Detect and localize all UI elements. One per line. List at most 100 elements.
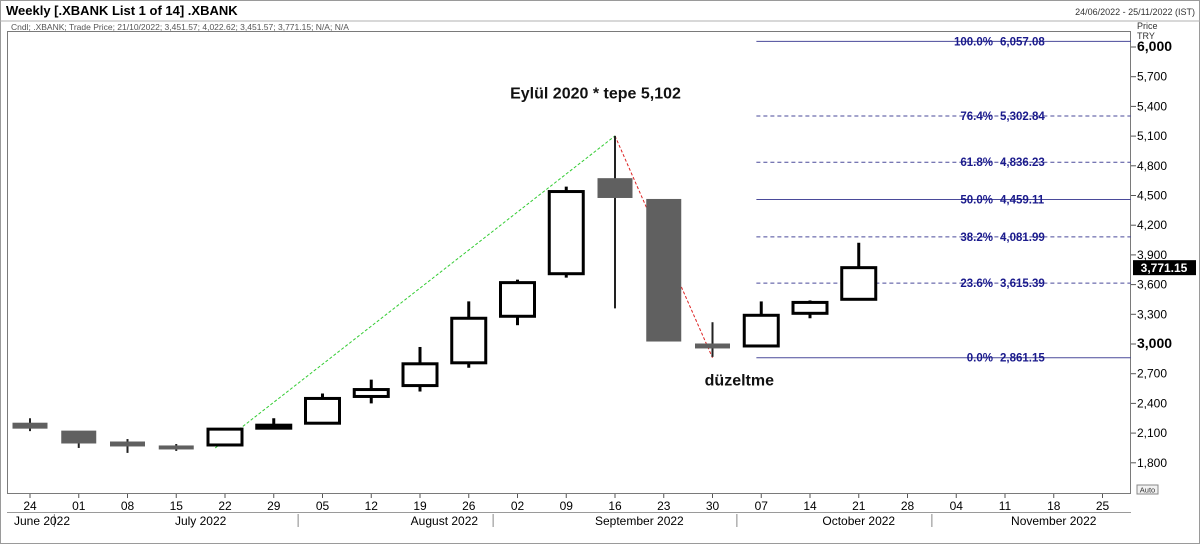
fib-percent: 100.0% (954, 36, 993, 48)
candle (61, 430, 97, 448)
candle-body (646, 198, 682, 342)
fib-percent: 0.0% (967, 353, 993, 365)
x-tick-label: 05 (316, 499, 330, 513)
candle (110, 439, 145, 453)
fib-value: 4,836.23 (1000, 157, 1045, 169)
candle (255, 418, 293, 430)
date-range: 24/06/2022 - 25/11/2022 (IST) (1075, 7, 1195, 17)
candle-body (695, 343, 730, 349)
candle (646, 198, 682, 342)
y-tick-label: 3,600 (1137, 278, 1167, 292)
x-tick-label: 15 (170, 499, 184, 513)
candle-body (110, 441, 145, 447)
candle (401, 346, 439, 392)
y-tick-label: 4,200 (1137, 218, 1167, 232)
candle-body (158, 445, 194, 450)
fib-percent: 23.6% (960, 278, 993, 290)
candle (597, 135, 633, 309)
y-tick-label: 2,100 (1137, 426, 1167, 440)
x-tick-label: 02 (511, 499, 525, 513)
candle-body (791, 300, 829, 315)
info-line: Cndl; .XBANK; Trade Price; 21/10/2022; 3… (11, 22, 349, 32)
fib-value: 6,057.08 (1000, 36, 1045, 48)
last-price-tag: 3,771.15 (1133, 260, 1196, 276)
y-axis-title: Price (1137, 21, 1158, 31)
x-tick-label: 14 (803, 499, 817, 513)
month-label: July 2022 (175, 514, 227, 528)
candlesticks (12, 135, 878, 453)
fib-value: 5,302.84 (1000, 111, 1045, 123)
y-tick-label: 5,400 (1137, 99, 1167, 113)
fib-value: 4,459.11 (1000, 195, 1045, 207)
candle-body (450, 316, 488, 365)
y-tick-label: 3,300 (1137, 307, 1167, 321)
candle-body (840, 266, 878, 301)
candle-body (499, 281, 536, 318)
y-tick-label: 3,900 (1137, 248, 1167, 262)
y-tick-label: 5,100 (1137, 129, 1167, 143)
month-label: October 2022 (822, 514, 895, 528)
x-tick-label: 08 (121, 499, 135, 513)
x-tick-label: 25 (1096, 499, 1110, 513)
x-tick-label: 23 (657, 499, 671, 513)
y-axis-unit: TRY (1137, 31, 1155, 41)
x-tick-label: 22 (218, 499, 232, 513)
fib-percent: 76.4% (960, 111, 993, 123)
x-tick-label: 30 (706, 499, 720, 513)
trendline (214, 135, 616, 449)
y-axis: 1,800 2,100 2,400 2,700 3,000 3,300 3,600 3,900… (1131, 38, 1172, 470)
fibonacci-levels: 100.0% 6,057.08 76.4% 5,302.84 61.8% 4,836.23… (756, 36, 1131, 365)
y-tick-label: 1,800 (1137, 456, 1167, 470)
y-tick-label: 2,400 (1137, 396, 1167, 410)
x-tick-label: 29 (267, 499, 281, 513)
plot-area (7, 31, 1131, 494)
y-tick-label: 3,000 (1137, 335, 1172, 351)
chart-title: Weekly [.XBANK List 1 of 14] .XBANK (6, 3, 238, 18)
candle-body (61, 430, 97, 444)
x-tick-label: 07 (755, 499, 769, 513)
candle (742, 301, 780, 348)
month-label: November 2022 (1011, 514, 1097, 528)
candle-body (255, 423, 293, 430)
month-label: August 2022 (411, 514, 479, 528)
auto-label: Auto (1140, 486, 1155, 495)
y-tick-label: 4,500 (1137, 189, 1167, 203)
candle-body (597, 178, 633, 198)
x-tick-label: 26 (462, 499, 476, 513)
candle-body (742, 313, 780, 348)
chart-annotation: düzeltme (705, 373, 774, 390)
candle (547, 186, 585, 278)
candle (158, 443, 194, 451)
candle-body (401, 362, 439, 388)
candle (791, 300, 829, 319)
fib-percent: 61.8% (960, 157, 993, 169)
annotations: Eylül 2020 * tepe 5,102 düzeltme (510, 85, 774, 389)
candle-body (547, 190, 585, 276)
x-tick-label: 09 (560, 499, 574, 513)
candle (840, 242, 878, 301)
x-tick-label: 21 (852, 499, 866, 513)
x-tick-label: 18 (1047, 499, 1061, 513)
candle (352, 379, 390, 404)
candle-body (206, 427, 244, 447)
x-tick-label: 16 (608, 499, 622, 513)
candle-body (12, 422, 48, 429)
fib-value: 3,615.39 (1000, 278, 1045, 290)
fib-value: 2,861.15 (1000, 353, 1045, 365)
candle (304, 393, 341, 425)
candle (499, 279, 536, 326)
fib-percent: 50.0% (960, 195, 993, 207)
x-tick-label: 19 (413, 499, 427, 513)
candle-body (304, 396, 341, 425)
trendlines (214, 135, 713, 449)
x-tick-label: 28 (901, 499, 915, 513)
chart-annotation: Eylül 2020 * tepe 5,102 (510, 85, 681, 102)
x-tick-label: 12 (365, 499, 379, 513)
candle-body (352, 388, 390, 398)
last-price-label: 3,771.15 (1141, 261, 1188, 275)
y-tick-label: 6,000 (1137, 38, 1172, 54)
y-tick-label: 4,800 (1137, 159, 1167, 173)
auto-scale-button[interactable]: Auto (1136, 484, 1159, 495)
y-tick-label: 5,700 (1137, 70, 1167, 84)
